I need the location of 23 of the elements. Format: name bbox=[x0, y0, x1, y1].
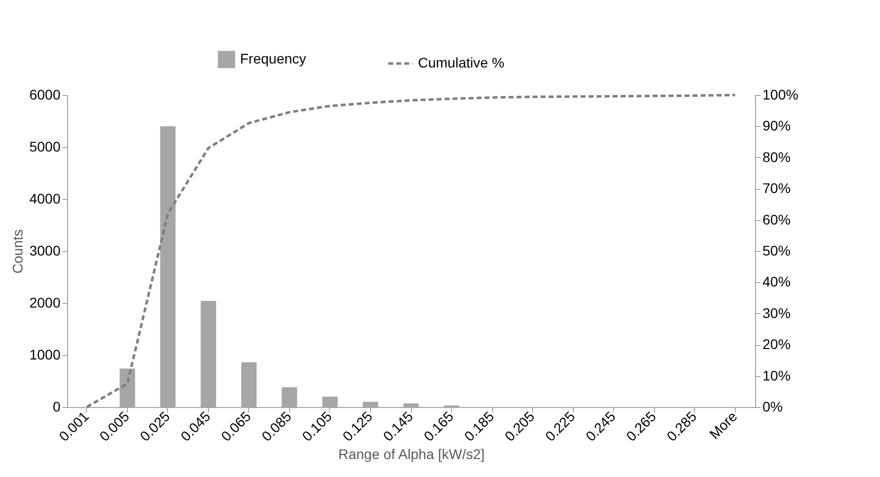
y-tick-label: 3000 bbox=[29, 242, 61, 258]
y2-tick-label: 50% bbox=[762, 242, 791, 258]
y2-tick-label: 20% bbox=[762, 336, 791, 352]
y-tick-label: 6000 bbox=[29, 86, 61, 102]
y2-tick-label: 0% bbox=[762, 398, 783, 414]
y2-tick-label: 40% bbox=[762, 274, 791, 290]
y-tick-label: 2000 bbox=[29, 294, 61, 310]
y2-tick-label: 80% bbox=[762, 148, 791, 165]
y2-tick-label: 90% bbox=[762, 118, 791, 134]
y-tick-label: 5000 bbox=[29, 138, 61, 154]
y2-tick-label: 60% bbox=[762, 211, 791, 228]
x-axis-title: Range of Alpha [kW/s2] bbox=[338, 446, 485, 462]
y-axis-title: Counts bbox=[9, 229, 26, 274]
y2-tick-label: 70% bbox=[762, 180, 791, 196]
legend-label: Frequency bbox=[240, 50, 306, 66]
y-tick-label: 4000 bbox=[29, 190, 61, 206]
y2-tick-label: 30% bbox=[762, 304, 791, 321]
y2-tick-label: 10% bbox=[762, 367, 791, 384]
y2-tick-label: 100% bbox=[762, 86, 798, 102]
legend-label: Cumulative % bbox=[418, 54, 504, 70]
line-series bbox=[86, 94, 736, 408]
y-tick-label: 0 bbox=[52, 398, 61, 414]
y-tick-label: 1000 bbox=[29, 346, 61, 362]
